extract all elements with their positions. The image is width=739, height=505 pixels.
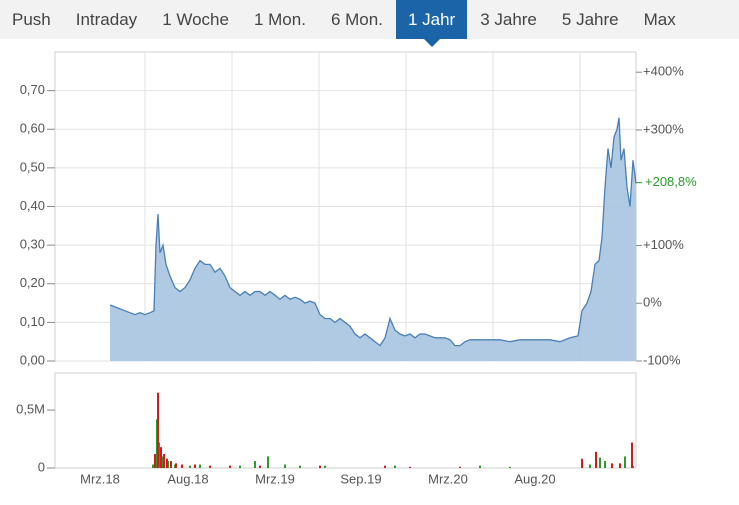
y2-tick-label: +300% (643, 121, 684, 136)
volume-bar (619, 463, 621, 468)
x-tick-label: Aug.20 (514, 471, 555, 486)
volume-bar (229, 465, 231, 468)
range-tab[interactable]: Push (12, 9, 51, 29)
volume-bar (160, 447, 162, 468)
range-tab[interactable]: Max (643, 9, 676, 29)
volume-bar (459, 466, 461, 468)
volume-bar (189, 465, 191, 468)
volume-bar (259, 465, 261, 468)
volume-bar (479, 465, 481, 468)
volume-bar (254, 461, 256, 468)
volume-bar (267, 456, 269, 468)
volume-bar (581, 458, 583, 468)
volume-bar (157, 392, 159, 468)
range-tab[interactable]: 3 Jahre (480, 9, 537, 29)
x-tick-label: Mrz.19 (255, 471, 295, 486)
volume-bar (181, 464, 183, 468)
y2-tick-label: -100% (643, 352, 681, 367)
x-tick-label: Aug.18 (167, 471, 208, 486)
x-tick-label: Mrz.18 (80, 471, 120, 486)
y-tick-label: 0,20 (20, 275, 45, 290)
volume-bar (624, 456, 626, 468)
y-tick-label: 0,00 (20, 352, 45, 367)
y2-tick-label: +100% (643, 237, 684, 252)
y-tick-label: 0,70 (20, 82, 45, 97)
range-tabs: Push Intraday 1 Woche 1 Mon. 6 Mon. 1 Jahr 3 J… (0, 0, 739, 47)
volume-bar (170, 461, 172, 468)
x-tick-label: Sep.19 (340, 471, 381, 486)
volume-bar (324, 465, 326, 468)
y-tick-label: 0,50 (20, 159, 45, 174)
y-tick-label: 0,40 (20, 198, 45, 213)
volume-bar (631, 442, 633, 468)
volume-bar (394, 465, 396, 468)
range-tab[interactable]: Intraday (75, 9, 138, 29)
y2-tick-label: 0% (643, 295, 662, 310)
y-tick-label: 0,5M (16, 402, 45, 417)
plot-frame (54, 372, 637, 469)
volume-bar (194, 464, 196, 468)
y-tick-label: 0,30 (20, 237, 45, 252)
range-tab[interactable]: 1 Woche (162, 9, 229, 29)
volume-bar (509, 466, 511, 468)
volume-bar (299, 465, 301, 468)
volume-bar (284, 464, 286, 468)
volume-bar (595, 451, 597, 468)
volume-bar (604, 461, 606, 468)
range-tab[interactable]: 6 Mon. (330, 9, 383, 29)
volume-bar (154, 454, 156, 468)
volume-bar (239, 465, 241, 468)
volume-bar (209, 465, 211, 468)
area-fill (110, 117, 636, 361)
annotation-label: +208,8% (645, 174, 697, 189)
range-tab[interactable]: 5 Jahre (561, 9, 619, 29)
x-tick-label: Mrz.20 (428, 471, 468, 486)
volume-bar (166, 458, 168, 468)
volume-bar (599, 457, 601, 468)
y-tick-label: 0 (38, 459, 45, 474)
volume-bar (175, 463, 177, 468)
range-tab[interactable]: 1 Jahr (395, 0, 468, 47)
y-tick-label: 0,60 (20, 121, 45, 136)
volume-bar (319, 465, 321, 468)
volume-bar (589, 464, 591, 468)
volume-bar (409, 466, 411, 468)
y-tick-label: 0,10 (20, 314, 45, 329)
volume-bar (152, 464, 154, 468)
volume-bar (611, 463, 613, 468)
y2-tick-label: +400% (643, 64, 684, 79)
volume-bar (163, 454, 165, 468)
volume-bar (199, 464, 201, 468)
volume-bar (384, 465, 386, 468)
range-tab[interactable]: 1 Mon. (253, 9, 306, 29)
price-line (109, 117, 637, 347)
